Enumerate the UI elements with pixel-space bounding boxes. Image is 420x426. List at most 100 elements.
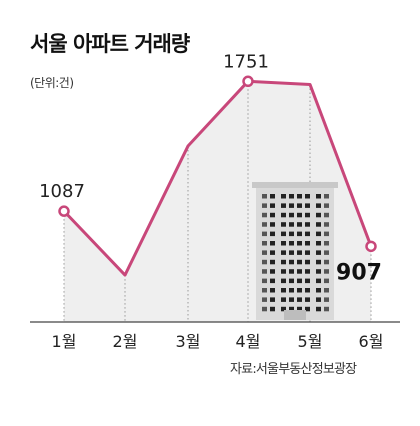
building-window — [270, 231, 275, 237]
building-window — [270, 259, 275, 265]
x-tick-label: 6월 — [359, 332, 384, 351]
building-window — [270, 278, 275, 284]
building-window — [281, 194, 286, 199]
building-window — [262, 250, 267, 255]
data-point — [58, 205, 70, 217]
building-window — [297, 241, 302, 246]
building-window — [324, 297, 329, 302]
building-window — [262, 241, 267, 246]
data-point — [365, 240, 377, 253]
building-window — [281, 278, 286, 284]
data-label: 1087 — [39, 181, 85, 202]
building-window — [262, 306, 267, 312]
building-window — [289, 306, 294, 312]
building-window — [281, 306, 286, 312]
building-window — [297, 203, 302, 208]
data-label: 1751 — [223, 51, 269, 72]
building-window — [316, 278, 321, 284]
building-window — [281, 297, 286, 302]
building-window — [316, 306, 321, 312]
building-window — [324, 288, 329, 293]
building-entrance — [284, 310, 306, 320]
building-window — [297, 288, 302, 293]
building-window — [289, 278, 294, 284]
building-window — [305, 306, 310, 312]
building-window — [305, 203, 310, 208]
building-window — [316, 222, 321, 227]
building-window — [305, 212, 310, 218]
building-window — [262, 259, 267, 265]
building-window — [297, 250, 302, 255]
building-window — [316, 194, 321, 199]
building-window — [270, 203, 275, 208]
building-window — [316, 212, 321, 218]
building-roof — [252, 182, 338, 188]
building-window — [289, 231, 294, 237]
building-window — [281, 212, 286, 218]
building-window — [297, 278, 302, 284]
data-label: 907 — [336, 260, 382, 285]
building-window — [262, 212, 267, 218]
building-window — [281, 259, 286, 265]
building-window — [262, 269, 267, 274]
apartment-building-illustration — [252, 182, 338, 320]
building-window — [324, 306, 329, 312]
building-window — [324, 250, 329, 255]
x-tick-label: 5월 — [298, 332, 323, 351]
building-window — [324, 231, 329, 237]
building-window — [281, 250, 286, 255]
building-window — [324, 222, 329, 227]
building-window — [289, 212, 294, 218]
building-window — [289, 222, 294, 227]
source-note: 자료:서울부동산정보광장 — [230, 362, 357, 377]
building-window — [316, 250, 321, 255]
building-window — [297, 231, 302, 237]
building-window — [270, 222, 275, 227]
building-window — [316, 288, 321, 293]
building-window — [305, 259, 310, 265]
building-window — [324, 259, 329, 265]
building-window — [281, 231, 286, 237]
building-window — [297, 259, 302, 265]
building-window — [289, 297, 294, 302]
building-window — [297, 269, 302, 274]
building-window — [316, 231, 321, 237]
building-window — [305, 194, 310, 199]
building-window — [297, 194, 302, 199]
building-window — [262, 288, 267, 293]
building-window — [289, 203, 294, 208]
building-window — [289, 288, 294, 293]
building-window — [305, 231, 310, 237]
building-window — [324, 278, 329, 284]
building-window — [316, 203, 321, 208]
building-window — [297, 212, 302, 218]
building-window — [297, 222, 302, 227]
building-window — [270, 288, 275, 293]
building-window — [281, 222, 286, 227]
building-window — [270, 269, 275, 274]
building-window — [324, 212, 329, 218]
building-window — [270, 306, 275, 312]
building-window — [305, 241, 310, 246]
building-body — [256, 186, 334, 320]
building-window — [289, 259, 294, 265]
building-window — [281, 269, 286, 274]
building-window — [305, 222, 310, 227]
building-window — [305, 278, 310, 284]
building-window — [316, 241, 321, 246]
building-window — [305, 297, 310, 302]
building-window — [270, 250, 275, 255]
building-window — [281, 241, 286, 246]
chart-title: 서울 아파트 거래량 — [30, 32, 190, 56]
building-window — [262, 231, 267, 237]
building-window — [262, 278, 267, 284]
building-window — [316, 269, 321, 274]
building-window — [324, 194, 329, 199]
building-window — [281, 288, 286, 293]
building-window — [305, 269, 310, 274]
series-line — [62, 79, 373, 277]
building-window — [305, 288, 310, 293]
x-tick-label: 2월 — [113, 332, 138, 351]
building-window — [324, 203, 329, 208]
building-window — [324, 241, 329, 246]
